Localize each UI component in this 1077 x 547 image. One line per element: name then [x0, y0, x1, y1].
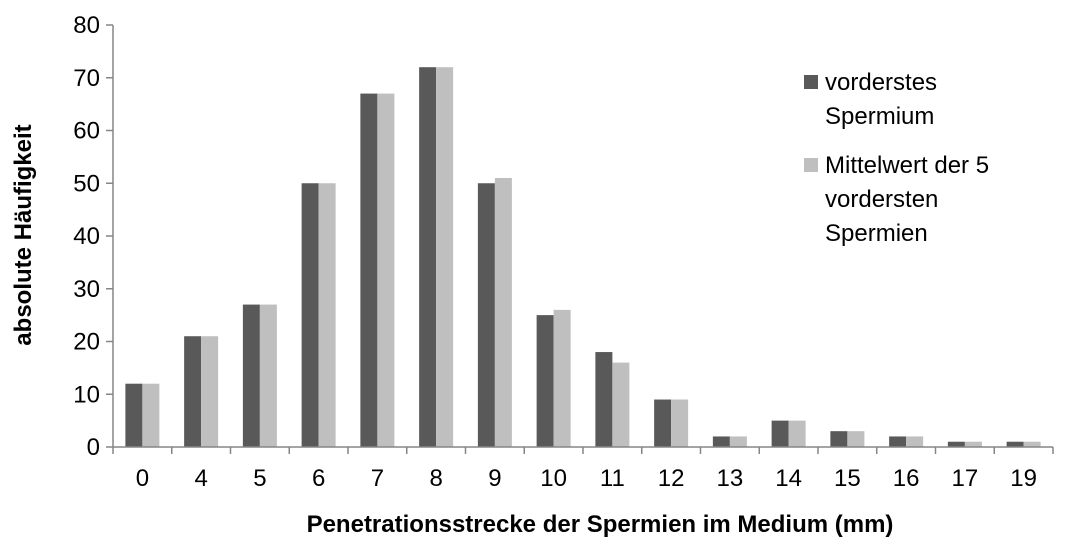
bar-series-2 — [671, 399, 689, 447]
x-tick-label: 11 — [600, 465, 625, 492]
y-tick-label: 70 — [73, 65, 100, 92]
bar-series-1 — [242, 304, 260, 447]
x-tick-label: 13 — [717, 465, 744, 492]
bar-series-2 — [847, 431, 865, 447]
bar-series-2 — [788, 420, 806, 447]
y-axis-title-group: absolute Häufigkeit — [10, 124, 37, 345]
bar-series-2 — [201, 336, 219, 447]
bar-series-1 — [419, 67, 437, 447]
bar-series-1 — [947, 441, 965, 447]
x-tick-label: 15 — [834, 465, 861, 492]
bar-series-1 — [477, 183, 495, 447]
x-tick-label: 8 — [429, 465, 442, 492]
x-tick-label: 6 — [312, 465, 325, 492]
bar-series-2 — [436, 67, 454, 447]
legend-swatch-series-2 — [804, 158, 818, 172]
bar-series-2 — [259, 304, 277, 447]
x-tick-label: 9 — [488, 465, 501, 492]
bar-series-2 — [377, 93, 395, 447]
legend-label-line: Mittelwert der 5 — [825, 152, 989, 179]
bar-series-1 — [595, 352, 613, 447]
y-tick-label: 10 — [73, 381, 100, 408]
x-axis: 0 4 5 6 7 8 9 10 11 12 13 14 15 16 17 19 — [112, 446, 1054, 492]
x-tick-label: 16 — [893, 465, 920, 492]
bar-series-1 — [301, 183, 319, 447]
bar-series-1 — [654, 399, 672, 447]
x-tick-label: 5 — [253, 465, 266, 492]
x-tick-label: 19 — [1010, 465, 1037, 492]
x-tick-label: 14 — [775, 465, 802, 492]
legend-label-series-2: Mittelwert der 5 vordersten Spermien — [825, 152, 989, 247]
x-tick-label: 17 — [952, 465, 979, 492]
bar-series-2 — [964, 441, 982, 447]
legend-label-line: Spermium — [825, 103, 934, 130]
bar-series-1 — [536, 315, 554, 447]
bar-series-1 — [889, 436, 907, 447]
bar-series-2 — [553, 309, 571, 447]
bar-series-2 — [1023, 441, 1041, 447]
legend-swatch-series-1 — [804, 75, 818, 89]
y-tick-label: 40 — [73, 223, 100, 250]
bars — [125, 67, 1041, 447]
bar-series-1 — [125, 383, 143, 447]
bar-series-2 — [494, 177, 512, 447]
bar-series-1 — [360, 93, 378, 447]
bar-series-1 — [771, 420, 789, 447]
x-axis-title: Penetrationsstrecke der Spermien im Medi… — [307, 511, 894, 538]
x-tick-label: 7 — [371, 465, 384, 492]
x-tick-label: 12 — [658, 465, 685, 492]
y-tick-label: 60 — [73, 118, 100, 145]
x-tick-label: 10 — [540, 465, 567, 492]
y-tick-label: 80 — [73, 12, 100, 39]
bar-series-1 — [830, 431, 848, 447]
legend-label-line: Spermien — [825, 220, 928, 247]
y-tick-label: 50 — [73, 170, 100, 197]
legend-label-line: vordersten — [825, 186, 938, 213]
bar-series-2 — [729, 436, 747, 447]
y-axis: 0 10 20 30 40 50 60 70 80 — [73, 12, 114, 461]
bar-series-2 — [906, 436, 924, 447]
bar-series-1 — [712, 436, 730, 447]
legend-label-line: vorderstes — [825, 69, 937, 96]
legend-label-series-1: vorderstes Spermium — [825, 69, 937, 130]
y-tick-label: 20 — [73, 329, 100, 356]
bar-series-2 — [142, 383, 160, 447]
x-tick-label: 4 — [194, 465, 207, 492]
bar-series-1 — [184, 336, 202, 447]
bar-series-2 — [612, 362, 630, 447]
y-tick-label: 0 — [87, 434, 100, 461]
bar-series-1 — [1006, 441, 1024, 447]
bar-series-2 — [318, 183, 336, 447]
legend: vorderstes Spermium Mittelwert der 5 vorder… — [804, 69, 989, 247]
y-tick-label: 30 — [73, 276, 100, 303]
x-tick-label: 0 — [136, 465, 149, 492]
y-axis-title: absolute Häufigkeit — [10, 124, 37, 345]
